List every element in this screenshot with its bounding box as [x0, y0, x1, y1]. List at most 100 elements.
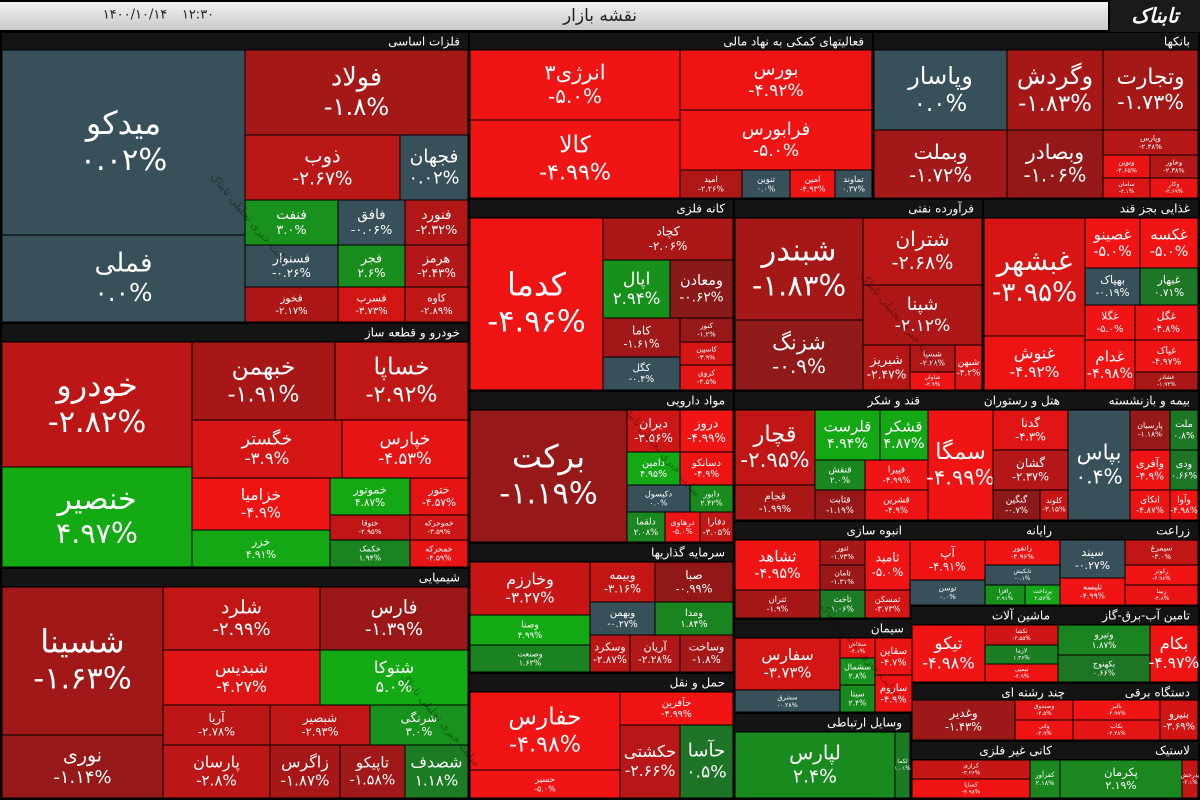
tile-name: غگل: [1157, 310, 1177, 323]
tile-name: شبندر: [760, 234, 837, 269]
sector-header: [2, 569, 468, 586]
tile-change: -۱.۸۳%: [1018, 91, 1092, 117]
tile-change: -۴.۹۹%: [926, 464, 995, 489]
tile-name: رافزا: [999, 588, 1012, 595]
tile-change: -۵.۰%: [872, 565, 904, 579]
tile-name: زکوثر: [1154, 568, 1169, 575]
tile: [244, 134, 401, 201]
tile-change: ۲.۰۸%: [634, 528, 659, 538]
tile-name: فسنوار: [272, 251, 310, 267]
tile-change: -۴.۹۶%: [487, 305, 585, 340]
tile-change: -۲.۲۶%: [698, 185, 724, 194]
tile-name: پرداخت: [1033, 588, 1052, 595]
tile-name: امید: [704, 174, 718, 184]
tile-change: -۲.۱۲%: [895, 316, 950, 336]
sector-name: سرمایه گذاریها: [651, 546, 725, 561]
tile-name: کروی: [698, 368, 716, 377]
tile-name: میدکو: [84, 104, 161, 142]
tile-name: تنوین: [757, 174, 776, 184]
tile: [602, 217, 734, 261]
tile-name: قثابت: [829, 496, 850, 506]
tile-change: -۳.۷۳%: [355, 306, 387, 317]
tile-name: وآفری: [1136, 456, 1164, 470]
tile-name: فنورد: [421, 207, 451, 223]
tile-name: تماوند: [843, 174, 864, 184]
tile-change: -۵.۰%: [1097, 324, 1124, 335]
tile: [244, 286, 339, 323]
tile-name: حکشتی: [624, 742, 677, 761]
tile-name: حفارس: [508, 703, 581, 731]
tile-change: -۲.۷۸%: [198, 725, 235, 739]
tile: [911, 624, 986, 683]
tile-change: -۴.۹۵%: [754, 566, 800, 582]
tile-change: ۰.۳۷%: [842, 185, 865, 194]
tile-name: سخاش: [848, 641, 866, 648]
tile-change: -۱.۸۷%: [281, 772, 330, 790]
tile-change: -۵.۰%: [672, 527, 693, 536]
tile-change: -۴.۲%: [957, 369, 981, 379]
tile-name: ذوب: [304, 144, 340, 167]
tile-name: وکار: [1168, 181, 1180, 188]
tile-name: شسینا: [40, 622, 124, 660]
tile-name: سشرق: [777, 693, 797, 701]
tile-name: زاگرس: [281, 752, 329, 772]
tile-change: ۱.۸۴%: [680, 619, 707, 630]
tile: [409, 477, 469, 516]
tile-change: -۴.۹%: [694, 469, 719, 480]
tile-name: فسرب: [356, 293, 386, 305]
tile-name: وساخت: [689, 640, 725, 653]
tile-name: اپال: [623, 269, 651, 289]
tile-name: فملی: [95, 249, 153, 279]
tile-change: -۱.۷۳%: [831, 552, 854, 561]
tile-change: -۰.۲۸%: [777, 702, 797, 709]
tile-name: وسکرد: [594, 640, 625, 653]
tile-change: -۴.۹۳%: [800, 185, 826, 194]
tile-name: خموحرکه: [424, 518, 454, 527]
sector-name: فعالیتهای کمکی به نهاد مالی: [723, 35, 864, 49]
tile: [162, 744, 271, 799]
tile-change: -۵.۰%: [1093, 244, 1132, 260]
tile-name: گشان: [1016, 456, 1045, 470]
tile-change: -۳.۱۵%: [1042, 505, 1066, 514]
tile: [1149, 624, 1199, 683]
tile: [1134, 339, 1199, 373]
date: ۱۴۰۰/۱۰/۱۴: [103, 8, 168, 23]
tile-name: شزنگ: [772, 330, 826, 354]
sector-name: شیمیایی: [419, 571, 460, 585]
tile-name: تپمپی: [1015, 666, 1029, 673]
tile-change: -۳.۹%: [245, 449, 290, 468]
tile-change: -۱.۸%: [692, 654, 720, 666]
tile-name: بورس: [754, 59, 799, 80]
tile-name: خزامیا: [241, 486, 281, 505]
tile: [1169, 449, 1199, 491]
tile: [1139, 267, 1199, 306]
tile: [319, 586, 469, 651]
sector-name: کانه فلزی: [676, 202, 725, 217]
tile-change: -۰.۹%: [772, 354, 826, 378]
tile-name: وپاسار: [907, 62, 973, 90]
tile-name: غنوش: [1014, 344, 1056, 364]
tile-name: ساروم: [880, 683, 908, 694]
tile: [1102, 129, 1199, 156]
tile-change: -۲.۶۷%: [293, 169, 353, 190]
tile-name: وآوا: [1177, 494, 1191, 506]
tile-name: دامین: [642, 458, 665, 469]
tile: [789, 169, 836, 199]
map-title: نقشه بازار: [562, 6, 637, 26]
logo: تابناک: [1131, 4, 1181, 28]
tile: [734, 731, 896, 799]
tile: [626, 484, 691, 513]
sector-header: [470, 392, 733, 409]
tile-name: زبینا: [1156, 588, 1166, 595]
tile-change: ۴.۹۴%: [827, 436, 868, 452]
sector-header: [1068, 392, 1198, 409]
tile-change: ۴.۸۷%: [883, 436, 924, 452]
tile: [1181, 759, 1199, 799]
tile-name: شبریز: [869, 353, 902, 368]
tile-name: شپنا: [907, 294, 938, 315]
tile: [983, 335, 1086, 391]
tile: [894, 731, 911, 799]
tile-change: -۳.۲۶%: [962, 771, 981, 777]
tile: [992, 409, 1069, 451]
tile-name: لازما: [1016, 648, 1027, 655]
